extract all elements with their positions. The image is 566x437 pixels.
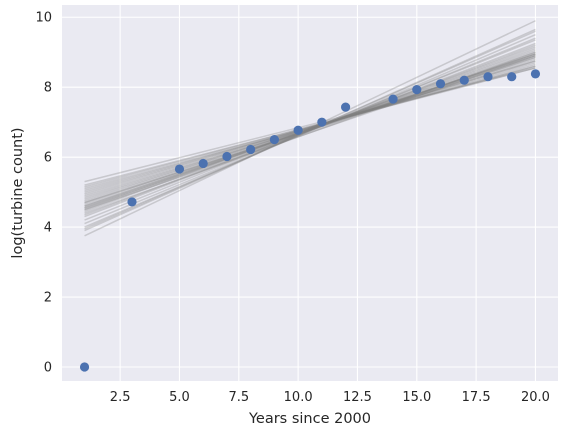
fit-line — [84, 49, 536, 209]
x-tick-label: 15.0 — [402, 390, 431, 405]
fit-line — [84, 48, 536, 211]
fit-line — [84, 60, 536, 195]
y-tick-label: 0 — [44, 361, 52, 376]
y-tick-label: 4 — [44, 221, 52, 236]
data-point — [198, 158, 208, 169]
data-point — [174, 164, 185, 174]
data-point — [127, 197, 137, 207]
data-point — [269, 135, 280, 145]
data-point — [246, 144, 256, 155]
plot-background — [62, 5, 558, 381]
data-point — [507, 72, 517, 82]
fit-line — [84, 34, 536, 228]
grid — [62, 5, 558, 381]
data-point — [530, 69, 541, 79]
data-point — [412, 85, 422, 95]
x-tick-label: 12.5 — [343, 390, 372, 405]
fit-line — [84, 42, 536, 218]
y-tick-label: 2 — [44, 291, 52, 306]
y-tick-labels: 0 2 4 6 8 10 — [35, 11, 52, 376]
fit-line — [84, 63, 536, 192]
fit-line — [84, 61, 536, 193]
x-tick-label: 20.0 — [521, 390, 550, 405]
fit-line — [84, 60, 536, 197]
x-tick-label: 5.0 — [169, 390, 190, 405]
fit-line — [84, 30, 536, 230]
fit-line — [84, 44, 536, 216]
data-point — [459, 75, 469, 85]
y-tick-label: 8 — [44, 81, 52, 96]
x-tick-label: 10.0 — [284, 390, 313, 405]
fit-line — [84, 67, 536, 186]
data-points — [79, 69, 541, 372]
data-point — [79, 362, 90, 372]
data-point — [388, 94, 398, 104]
fit-line — [84, 20, 536, 237]
fit-line — [84, 67, 536, 183]
y-axis-label: log(turbine count) — [10, 127, 26, 258]
fit-line — [84, 46, 536, 213]
fit-line — [84, 65, 536, 190]
data-point — [483, 72, 493, 82]
fit-line — [84, 39, 536, 221]
fit-line — [84, 37, 536, 225]
data-point — [340, 102, 351, 112]
y-tick-label: 10 — [35, 11, 52, 26]
data-point — [293, 125, 303, 135]
data-point — [317, 117, 327, 127]
data-point — [222, 151, 232, 162]
x-tick-label: 2.5 — [110, 390, 131, 405]
data-point — [435, 79, 446, 89]
x-tick-label: 17.5 — [462, 390, 491, 405]
x-axis-label: Years since 2000 — [248, 411, 371, 427]
x-tick-label: 7.5 — [228, 390, 249, 405]
y-tick-label: 6 — [44, 151, 52, 166]
x-tick-labels: 2.5 5.0 7.5 10.0 12.5 15.0 17.5 20.0 — [110, 390, 550, 405]
fit-line — [84, 28, 536, 232]
fit-line — [84, 65, 536, 188]
